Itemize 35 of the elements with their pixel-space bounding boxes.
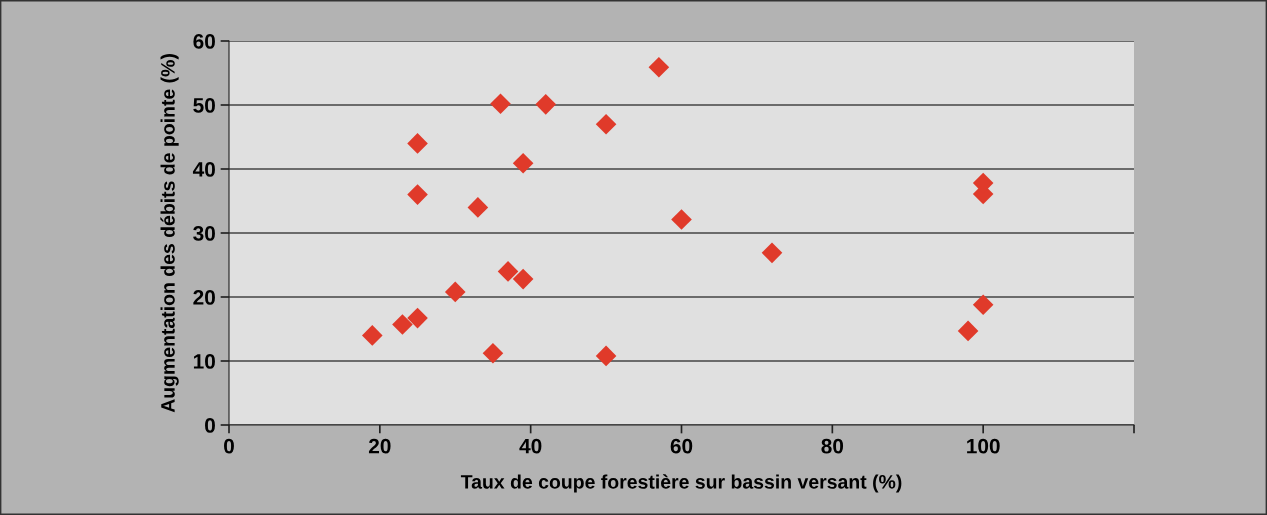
point bbox=[957, 320, 979, 342]
point bbox=[512, 152, 534, 174]
point bbox=[444, 281, 466, 303]
point bbox=[392, 314, 413, 335]
x-tick-label: 40 bbox=[519, 438, 542, 454]
point bbox=[648, 56, 670, 78]
point bbox=[497, 261, 519, 282]
point bbox=[407, 184, 428, 205]
point bbox=[671, 209, 692, 230]
y-tick-label: 0 bbox=[205, 418, 215, 433]
y-tick-label: 20 bbox=[193, 290, 215, 305]
x-tick-label: 100 bbox=[967, 438, 1000, 454]
x-tick-label: 0 bbox=[224, 438, 234, 454]
x-axis-title: Taux de coupe forestière sur bassin versant (%) bbox=[460, 474, 902, 493]
point bbox=[407, 307, 428, 329]
y-tick-label: 30 bbox=[193, 226, 215, 241]
point bbox=[512, 268, 534, 290]
y-axis-title: Augmentation des débits de pointe (%) bbox=[160, 54, 179, 413]
point bbox=[595, 345, 617, 367]
point bbox=[535, 94, 557, 115]
x-tick-label: 20 bbox=[368, 438, 391, 454]
point bbox=[407, 133, 428, 154]
x-tick-label: 80 bbox=[821, 438, 844, 454]
point bbox=[467, 197, 489, 218]
x-tick-label: 60 bbox=[670, 438, 693, 454]
point bbox=[595, 113, 617, 135]
y-tick-label: 60 bbox=[193, 34, 215, 49]
point bbox=[972, 294, 994, 315]
y-tick-label: 50 bbox=[193, 98, 215, 113]
point bbox=[490, 93, 511, 115]
y-tick-label: 40 bbox=[192, 162, 215, 177]
point bbox=[482, 343, 504, 364]
y-tick-label: 10 bbox=[193, 354, 215, 369]
point bbox=[761, 242, 783, 264]
point bbox=[361, 325, 383, 346]
